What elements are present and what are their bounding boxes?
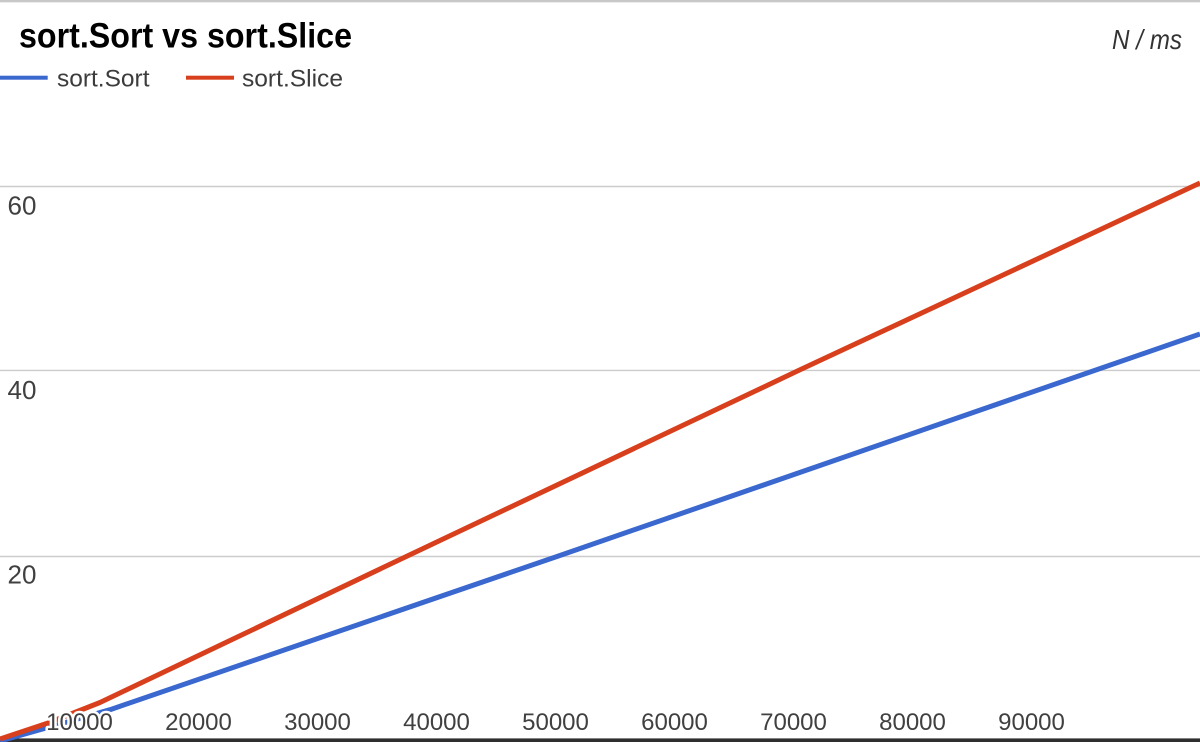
svg-text:sort.Slice: sort.Slice (242, 66, 343, 93)
svg-text:40: 40 (8, 375, 37, 405)
svg-text:50000: 50000 (522, 709, 589, 736)
svg-text:sort.Sort: sort.Sort (57, 66, 150, 93)
svg-text:20000: 20000 (165, 709, 232, 736)
svg-text:90000: 90000 (998, 709, 1065, 736)
svg-text:20: 20 (8, 560, 37, 590)
svg-text:60000: 60000 (641, 709, 708, 736)
svg-text:sort.Sort vs sort.Slice: sort.Sort vs sort.Slice (19, 16, 352, 56)
svg-text:60: 60 (8, 191, 37, 221)
svg-text:N / ms: N / ms (1112, 24, 1182, 55)
svg-text:10000: 10000 (46, 709, 113, 736)
svg-text:40000: 40000 (403, 709, 470, 736)
svg-text:80000: 80000 (879, 709, 946, 736)
svg-text:30000: 30000 (284, 709, 351, 736)
svg-text:70000: 70000 (760, 709, 827, 736)
